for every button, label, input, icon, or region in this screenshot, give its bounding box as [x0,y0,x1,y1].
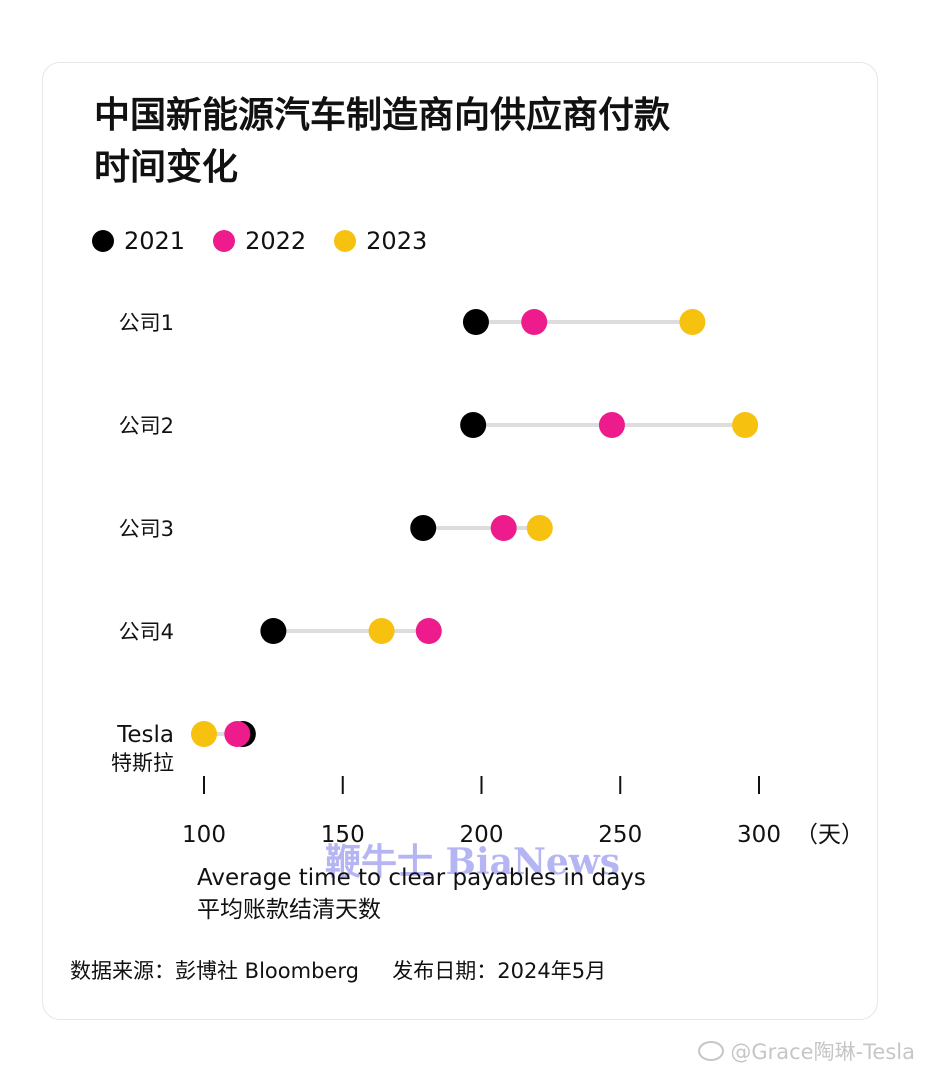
legend-item-2022: 2022 [213,227,306,255]
row-label: 公司2 [119,414,174,438]
x-tick-label: 300 [737,822,781,848]
dot-2023 [679,309,706,335]
title-line-1: 中国新能源汽车制造商向供应商付款 [94,95,671,136]
credit: @Grace陶琳-Tesla [698,1036,915,1066]
dot-2022 [224,721,251,747]
row-label: 公司3 [119,517,174,541]
x-tick-label: 200 [460,822,504,848]
x-axis-label-cn: 平均账款结清天数 [197,897,381,923]
dot-2021 [260,618,287,644]
dot-2023 [526,515,553,541]
legend-dot-2021 [92,230,114,252]
x-tick-label: 250 [598,822,642,848]
watermark: 鞭牛士 BiaNews [325,841,621,883]
row-label: Tesla [116,722,174,748]
legend-label-2022: 2022 [245,227,307,255]
dot-2023 [368,618,395,644]
row-sublabel: 特斯拉 [111,751,174,775]
x-unit-label: （天） [795,822,864,848]
chart-title: 中国新能源汽车制造商向供应商付款 时间变化 [94,90,794,194]
row-label: 公司1 [119,311,174,335]
dot-2023 [732,412,759,438]
x-tick-label: 100 [182,822,226,848]
legend-item-2023: 2023 [334,227,427,255]
legend-dot-2022 [213,230,236,252]
dot-2021 [462,309,489,335]
source-note: 数据来源：彭博社 Bloomberg 发布日期：2024年5月 [70,959,607,983]
dot-2022 [598,412,625,438]
legend-label-2023: 2023 [366,227,428,255]
dot-2021 [460,412,487,438]
legend-item-2021: 2021 [92,227,185,255]
legend-dot-2023 [334,230,357,252]
x-tick-label: 150 [321,822,365,848]
weibo-icon [698,1041,725,1061]
x-axis-label: Average time to clear payables in days 平… [197,862,646,926]
legend: 2021 2022 2023 [92,224,455,258]
chart-card [42,62,878,1020]
row-label: 公司4 [119,620,174,644]
dot-2021 [410,515,437,541]
x-axis-label-en: Average time to clear payables in days [197,865,646,891]
dot-2022 [415,618,442,644]
dot-2022 [490,515,517,541]
credit-text: @Grace陶琳-Tesla [730,1040,915,1064]
dot-2023 [191,721,217,747]
title-line-2: 时间变化 [94,147,239,188]
dot-2022 [521,309,548,335]
legend-label-2021: 2021 [124,227,186,255]
